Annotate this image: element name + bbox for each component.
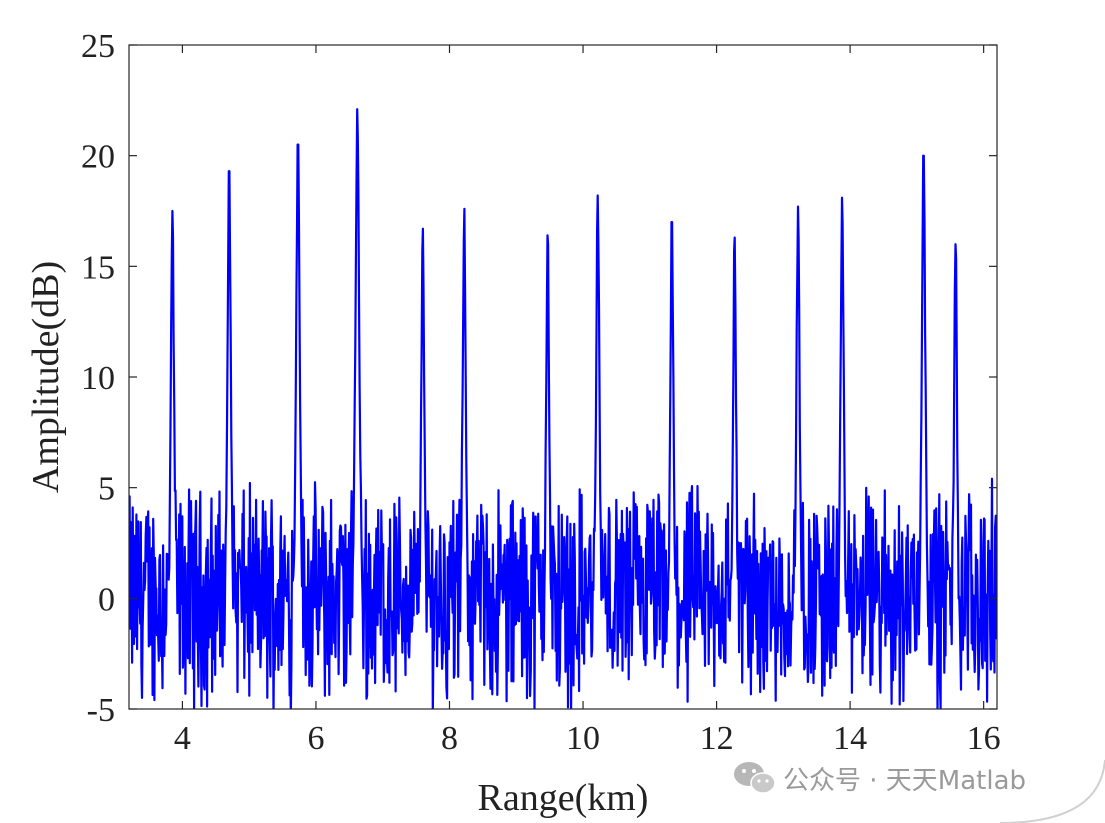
y-tick-label: 25 (81, 28, 115, 65)
x-tick-label: 14 (833, 720, 867, 757)
page-corner-curl (999, 759, 1105, 823)
y-tick-label: 0 (98, 581, 115, 618)
x-axis-title: Range(km) (478, 777, 649, 819)
y-tick-label: -5 (87, 692, 115, 729)
y-axis-title: Amplitude(dB) (25, 261, 67, 493)
watermark-text: 公众号 · 天天Matlab (783, 766, 1026, 796)
y-tick-label: 5 (98, 471, 115, 508)
series-line (129, 108, 997, 709)
tick-layer: 4 6 8 10 12 14 16 -5 0 5 10 15 20 25 (81, 28, 1001, 757)
x-tick-label: 4 (174, 720, 191, 757)
y-tick-label: 20 (81, 139, 115, 176)
series-layer (129, 108, 997, 709)
watermark: 公众号 · 天天Matlab (734, 762, 1026, 796)
y-tick-label: 10 (81, 360, 115, 397)
wechat-icon (734, 762, 776, 794)
x-tick-label: 12 (700, 720, 734, 757)
y-tick-label: 15 (81, 249, 115, 286)
x-tick-label: 8 (441, 720, 458, 757)
x-tick-label: 6 (307, 720, 324, 757)
x-tick-label: 16 (967, 720, 1001, 757)
x-tick-label: 10 (566, 720, 600, 757)
